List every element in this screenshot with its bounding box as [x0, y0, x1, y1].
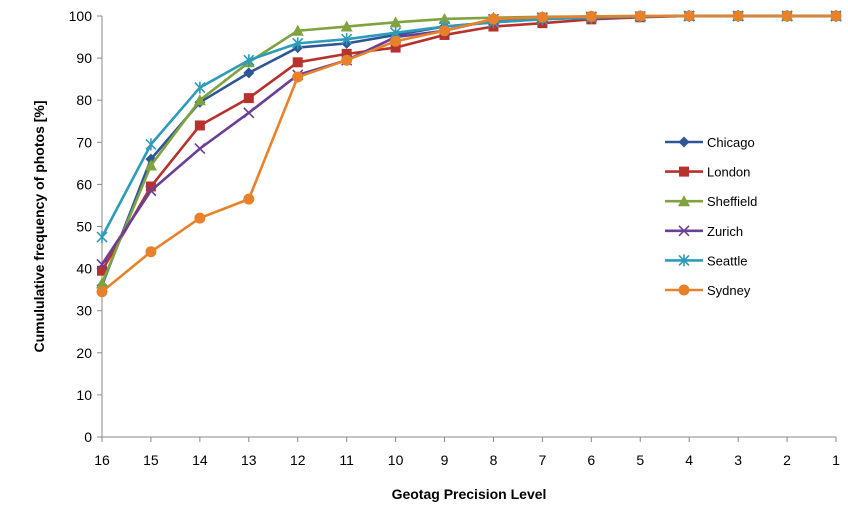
data-point: [341, 48, 352, 59]
data-point: [96, 231, 108, 244]
x-tick-label: 2: [783, 452, 791, 468]
data-point: [243, 107, 255, 119]
data-point: [389, 16, 402, 28]
x-tick-label: 12: [290, 452, 306, 468]
data-point: [243, 193, 255, 205]
legend-item-sydney: Sydney: [665, 283, 751, 298]
y-tick-label: 50: [76, 219, 92, 235]
data-point: [292, 37, 304, 50]
legend-label: Sydney: [707, 283, 751, 298]
data-point: [243, 93, 254, 104]
y-tick-label: 30: [76, 303, 92, 319]
data-point: [732, 10, 744, 22]
y-tick-label: 80: [76, 92, 92, 108]
x-tick-label: 7: [539, 452, 547, 468]
legend-marker: [679, 166, 689, 177]
x-tick-label: 11: [339, 452, 354, 468]
x-tick-label: 9: [441, 452, 449, 468]
data-point: [439, 25, 451, 37]
data-point: [194, 143, 206, 155]
series-line: [100, 14, 836, 286]
x-tick-label: 8: [490, 452, 498, 468]
data-point: [341, 33, 353, 46]
y-tick-label: 40: [76, 261, 92, 277]
legend-item-chicago: Chicago: [665, 135, 755, 150]
x-tick-label: 6: [587, 452, 595, 468]
x-tick-label: 5: [636, 452, 644, 468]
x-tick-label: 13: [241, 452, 257, 468]
x-tick-label: 16: [94, 452, 110, 468]
data-point: [145, 246, 157, 258]
data-point: [291, 24, 304, 36]
y-axis-title: Cumululative frequency of photos [%]: [31, 100, 47, 352]
data-point: [487, 13, 499, 25]
data-point: [145, 185, 157, 197]
x-tick-label: 15: [143, 452, 159, 468]
x-tick-label: 10: [388, 452, 404, 468]
legend-item-sheffield: Sheffield: [665, 194, 757, 209]
legend: Chicago London Sheffield Zurich Seattle Sydne…: [665, 135, 757, 298]
y-tick-label: 100: [69, 8, 93, 24]
data-point: [340, 20, 353, 32]
y-tick-label: 90: [76, 50, 92, 66]
series-chicago: [96, 10, 842, 291]
x-tick-label: 3: [734, 452, 742, 468]
data-point: [194, 81, 206, 94]
data-point: [193, 94, 206, 106]
legend-label: Sheffield: [707, 194, 757, 209]
series-sydney: [96, 10, 842, 298]
y-tick-label: 20: [76, 345, 92, 361]
legend-marker: [678, 284, 690, 296]
x-tick-label: 4: [685, 452, 693, 468]
data-point: [97, 265, 107, 276]
x-tick-label: 1: [832, 452, 840, 468]
legend-marker: [678, 254, 690, 267]
data-point: [96, 277, 108, 289]
data-point: [438, 12, 451, 24]
y-tick-label: 10: [76, 387, 92, 403]
legend-item-london: London: [665, 165, 750, 180]
data-point: [634, 10, 646, 22]
data-point: [390, 42, 401, 53]
data-point: [683, 10, 695, 22]
data-point: [145, 181, 156, 192]
legend-marker: [678, 136, 690, 148]
data-point: [145, 138, 157, 151]
legend-marker: [678, 195, 690, 207]
legend-item-seattle: Seattle: [665, 253, 747, 268]
data-point: [536, 11, 548, 23]
y-tick-label: 0: [84, 429, 92, 445]
y-tick-label: 60: [76, 176, 92, 192]
data-point: [96, 258, 108, 270]
data-point: [292, 71, 304, 83]
data-point: [96, 286, 108, 298]
series-layer: [96, 10, 842, 298]
legend-marker: [678, 225, 690, 237]
data-point: [585, 10, 597, 22]
y-tick-label: 70: [76, 134, 92, 150]
data-point: [194, 120, 205, 131]
data-point: [781, 10, 793, 22]
data-point: [390, 35, 402, 47]
legend-item-zurich: Zurich: [665, 224, 743, 239]
legend-label: Seattle: [707, 253, 747, 268]
data-point: [292, 57, 303, 68]
x-axis-title: Geotag Precision Level: [392, 486, 547, 502]
data-point: [144, 159, 157, 171]
data-point: [194, 212, 206, 224]
data-point: [243, 54, 255, 67]
data-point: [243, 67, 255, 79]
legend-label: London: [707, 165, 750, 180]
data-point: [341, 54, 353, 66]
legend-label: Zurich: [707, 224, 743, 239]
data-point: [830, 10, 842, 22]
legend-label: Chicago: [707, 135, 755, 150]
x-tick-label: 14: [192, 452, 208, 468]
series-line: [101, 14, 836, 293]
